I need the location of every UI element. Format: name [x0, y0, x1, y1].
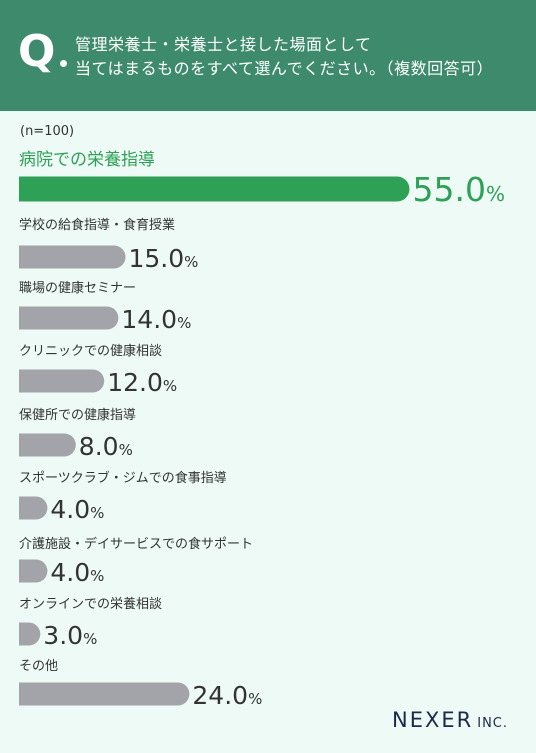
sample-size-note: (n=100) — [20, 124, 75, 139]
value-unit: % — [486, 182, 505, 206]
value-unit: % — [184, 253, 198, 271]
value-unit: % — [248, 690, 262, 708]
nexer-logo: NEXER INC. — [392, 708, 508, 732]
value-number: 15.0 — [129, 244, 185, 273]
question-line-1: 管理栄養士・栄養士と接した場面として — [75, 35, 372, 54]
value-label: 4.0% — [50, 495, 104, 524]
category-label: 介護施設・デイサービスでの食サポート — [19, 536, 253, 552]
value-number: 55.0 — [413, 170, 486, 209]
q-mark: Q — [18, 26, 56, 77]
question-header: Q 管理栄養士・栄養士と接した場面として 当てはまるものをすべて選んでください。… — [0, 0, 536, 111]
value-unit: % — [83, 630, 97, 648]
value-unit: % — [90, 567, 104, 585]
value-number: 8.0 — [79, 432, 119, 461]
value-unit: % — [90, 504, 104, 522]
value-number: 4.0 — [50, 558, 90, 587]
value-label: 15.0% — [129, 244, 199, 273]
value-number: 3.0 — [43, 621, 83, 650]
bar — [19, 245, 126, 269]
category-label: 職場の健康セミナー — [19, 280, 136, 296]
category-label: その他 — [19, 659, 58, 674]
value-label: 14.0% — [121, 305, 191, 334]
value-label: 24.0% — [192, 681, 262, 710]
bar — [19, 306, 119, 330]
value-number: 24.0 — [192, 681, 248, 710]
bar — [19, 369, 105, 393]
category-label: 学校の給食指導・食育授業 — [19, 217, 175, 233]
value-label: 4.0% — [50, 558, 104, 587]
logo-sub: INC. — [477, 716, 509, 731]
value-number: 14.0 — [121, 305, 177, 334]
bar — [19, 682, 190, 706]
bar — [19, 176, 410, 202]
category-label: 病院での栄養指導 — [19, 150, 155, 170]
value-unit: % — [163, 377, 177, 395]
question-text: 管理栄養士・栄養士と接した場面として 当てはまるものをすべて選んでください。（複… — [75, 33, 530, 81]
bar — [19, 496, 48, 520]
q-dot — [60, 60, 67, 67]
logo-main: NEXER — [392, 708, 474, 732]
category-label: クリニックでの健康相談 — [19, 343, 162, 359]
value-label: 8.0% — [79, 432, 133, 461]
value-label: 3.0% — [43, 621, 97, 650]
bar — [19, 433, 76, 457]
question-line-2: 当てはまるものをすべて選んでください。（複数回答可） — [75, 59, 494, 78]
value-number: 12.0 — [107, 368, 163, 397]
category-label: 保健所での健康指導 — [19, 407, 136, 423]
value-number: 4.0 — [50, 495, 90, 524]
value-unit: % — [119, 441, 133, 459]
value-label: 55.0% — [413, 170, 506, 209]
category-label: オンラインでの栄養相談 — [19, 596, 162, 612]
category-label: スポーツクラブ・ジムでの食事指導 — [19, 470, 227, 486]
value-unit: % — [177, 314, 191, 332]
bar — [19, 559, 48, 583]
bar — [19, 622, 41, 646]
value-label: 12.0% — [107, 368, 177, 397]
